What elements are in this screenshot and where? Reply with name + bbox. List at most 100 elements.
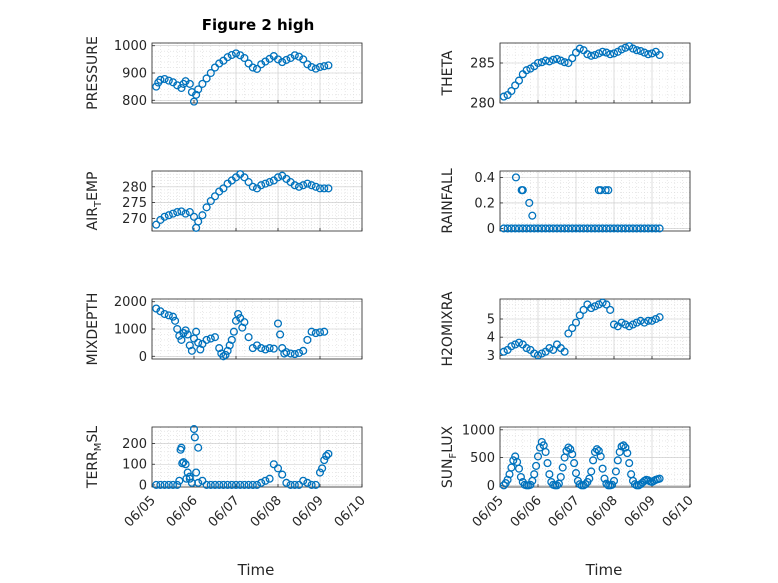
data-point bbox=[499, 347, 508, 356]
data-point bbox=[299, 55, 308, 64]
data-point bbox=[560, 224, 569, 233]
y-tick-label: 0 bbox=[139, 478, 147, 493]
data-point bbox=[311, 329, 320, 338]
x-axis-label-right: Time bbox=[585, 561, 623, 579]
data-point bbox=[596, 186, 605, 195]
data-point bbox=[623, 449, 632, 458]
data-point bbox=[514, 76, 524, 85]
data-point bbox=[152, 480, 161, 489]
y-tick-label: 100 bbox=[122, 458, 147, 473]
data-point bbox=[655, 224, 664, 233]
data-point bbox=[206, 480, 215, 489]
data-point bbox=[625, 322, 634, 331]
data-point bbox=[198, 79, 207, 88]
data-point bbox=[322, 451, 331, 461]
data-point bbox=[511, 224, 520, 233]
data-point bbox=[252, 480, 262, 489]
data-point bbox=[185, 79, 194, 88]
data-point bbox=[571, 469, 581, 478]
data-point bbox=[202, 480, 211, 489]
y-tick-label: 5 bbox=[487, 313, 495, 328]
data-point bbox=[160, 480, 169, 489]
y-axis-label: SUNFLUX bbox=[440, 425, 459, 488]
data-point bbox=[303, 478, 312, 487]
plot-area-frame bbox=[151, 170, 363, 232]
data-point bbox=[526, 480, 535, 489]
data-point bbox=[173, 208, 182, 217]
data-point bbox=[265, 474, 274, 483]
data-point bbox=[598, 464, 607, 473]
data-point bbox=[244, 333, 253, 342]
data-point bbox=[530, 349, 539, 358]
data-point bbox=[171, 316, 180, 325]
data-point bbox=[522, 344, 531, 353]
data-point bbox=[307, 327, 316, 336]
data-point bbox=[587, 224, 596, 233]
data-point bbox=[311, 64, 320, 73]
data-point bbox=[608, 480, 617, 489]
chart-panel-2: 280 285 THETA bbox=[440, 42, 691, 112]
data-point bbox=[533, 224, 543, 233]
data-point bbox=[194, 443, 203, 452]
data-point bbox=[503, 224, 512, 233]
data-point bbox=[185, 208, 194, 217]
plot-area-frame bbox=[499, 42, 691, 104]
data-point bbox=[507, 86, 516, 96]
data-point bbox=[549, 55, 558, 64]
data-point bbox=[549, 224, 558, 233]
y-tick-label: 285 bbox=[470, 57, 495, 72]
data-point bbox=[324, 61, 333, 70]
data-point bbox=[236, 314, 245, 323]
data-point bbox=[303, 335, 312, 344]
data-point bbox=[590, 224, 600, 233]
data-point bbox=[252, 64, 262, 73]
data-point bbox=[568, 54, 577, 63]
data-point bbox=[499, 92, 508, 101]
data-point bbox=[564, 329, 573, 338]
data-point bbox=[606, 50, 615, 59]
y-axis-label: PRESSURE bbox=[85, 36, 101, 110]
chart-panel-6: 3 4 5 H2OMIXRA bbox=[440, 291, 691, 367]
data-point bbox=[636, 46, 645, 56]
data-point bbox=[516, 472, 525, 482]
data-point bbox=[231, 480, 241, 489]
data-point bbox=[560, 58, 569, 67]
data-point bbox=[315, 328, 325, 337]
data-point bbox=[194, 217, 203, 226]
data-point bbox=[273, 173, 283, 182]
data-point bbox=[594, 224, 603, 233]
y-tick-label: 900 bbox=[122, 67, 147, 82]
data-point bbox=[632, 46, 641, 55]
data-point bbox=[533, 58, 543, 68]
data-point bbox=[556, 224, 565, 233]
data-point bbox=[320, 184, 329, 193]
data-point bbox=[189, 425, 199, 434]
data-point bbox=[564, 224, 573, 233]
data-point bbox=[644, 316, 653, 325]
data-point bbox=[320, 327, 329, 336]
data-point bbox=[625, 459, 634, 468]
data-point bbox=[240, 173, 249, 182]
data-point bbox=[541, 56, 550, 65]
data-point bbox=[185, 472, 194, 481]
data-point bbox=[175, 476, 184, 485]
data-point bbox=[198, 339, 207, 349]
data-point bbox=[507, 224, 516, 233]
data-point bbox=[164, 76, 173, 85]
data-point bbox=[177, 83, 186, 93]
data-point bbox=[324, 449, 333, 458]
y-tick-label: 800 bbox=[122, 94, 147, 109]
data-point bbox=[507, 463, 516, 472]
data-point bbox=[640, 48, 649, 57]
data-point bbox=[606, 305, 615, 314]
y-tick-label: 500 bbox=[470, 451, 495, 466]
data-point bbox=[602, 479, 611, 488]
data-point bbox=[587, 467, 596, 476]
data-point bbox=[583, 50, 592, 59]
data-point bbox=[602, 300, 611, 309]
data-point bbox=[210, 63, 220, 72]
data-point bbox=[511, 340, 520, 349]
data-point bbox=[160, 74, 169, 84]
data-point bbox=[248, 480, 257, 489]
y-axis-label: THETA bbox=[440, 50, 456, 96]
